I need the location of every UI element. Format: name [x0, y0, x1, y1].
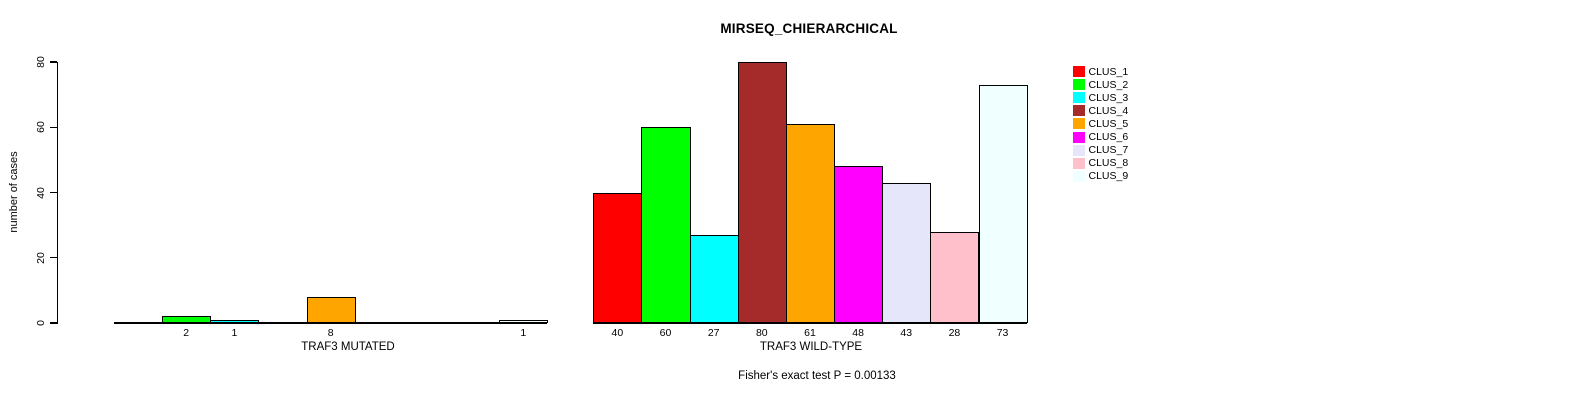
legend-swatch-clus-5	[1073, 118, 1085, 130]
bar-traf3-wild-type-clus_5	[785, 123, 836, 323]
legend-label: CLUS_2	[1088, 78, 1129, 91]
bar-traf3-wild-type-clus_2	[641, 127, 691, 323]
legend-swatch-clus-3	[1073, 92, 1085, 104]
bar-value-label: 1	[520, 327, 527, 339]
legend-label: CLUS_4	[1088, 104, 1129, 117]
legend: CLUS_1 CLUS_2 CLUS_3 CLUS_4 CLUS_5 CLUS_…	[1073, 65, 1128, 183]
legend-label: CLUS_1	[1088, 65, 1129, 78]
fisher-test-annotation: Fisher's exact test P = 0.00133	[738, 370, 896, 382]
legend-item-clus-9: CLUS_9	[1073, 170, 1128, 183]
bar-traf3-wild-type-clus_9	[978, 84, 1028, 323]
legend-label: CLUS_5	[1088, 117, 1129, 130]
legend-label: CLUS_7	[1088, 144, 1129, 157]
x-axis-line-group-2	[593, 322, 1027, 324]
bar-traf3-mutated-clus_2	[162, 316, 212, 323]
legend-item-clus-4: CLUS_4	[1073, 104, 1128, 117]
legend-item-clus-8: CLUS_8	[1073, 157, 1128, 170]
bar-value-label: 8	[327, 327, 334, 339]
bar-traf3-wild-type-clus_3	[689, 234, 739, 323]
bar-traf3-wild-type-clus_7	[882, 182, 932, 323]
y-tick-label: 0	[35, 320, 47, 326]
y-tick-label: 60	[35, 121, 47, 134]
legend-swatch-clus-7	[1073, 144, 1085, 156]
y-tick	[50, 322, 57, 324]
legend-swatch-clus-1	[1073, 66, 1085, 78]
chart-title: MIRSEQ_CHIERARCHICAL	[720, 21, 898, 36]
legend-item-clus-5: CLUS_5	[1073, 117, 1128, 130]
legend-label: CLUS_6	[1088, 131, 1129, 144]
y-tick	[50, 257, 57, 259]
bar-traf3-wild-type-clus_6	[834, 166, 884, 323]
bar-traf3-mutated-clus_3	[210, 319, 260, 323]
y-tick	[50, 126, 57, 128]
legend-item-clus-1: CLUS_1	[1073, 65, 1128, 78]
legend-swatch-clus-2	[1073, 79, 1085, 91]
legend-item-clus-2: CLUS_2	[1073, 78, 1128, 91]
bar-value-label: 61	[804, 327, 816, 339]
legend-item-clus-3: CLUS_3	[1073, 91, 1128, 104]
bar-traf3-wild-type-clus_8	[930, 231, 980, 323]
y-axis-title: number of cases	[8, 151, 20, 233]
bar-traf3-mutated-clus_9	[499, 319, 549, 323]
bar-value-label: 60	[659, 327, 672, 339]
legend-label: CLUS_3	[1088, 91, 1129, 104]
legend-label: CLUS_9	[1088, 170, 1129, 183]
y-tick	[50, 191, 57, 194]
legend-label: CLUS_8	[1088, 157, 1129, 170]
y-tick-label: 20	[35, 251, 47, 264]
bar-traf3-wild-type-clus_1	[593, 192, 643, 323]
legend-swatch-clus-9	[1073, 170, 1085, 182]
bar-traf3-mutated-clus_5	[306, 296, 356, 323]
bar-value-label: 40	[611, 327, 624, 339]
x-axis-label-traf3-mutated: TRAF3 MUTATED	[301, 341, 395, 353]
legend-swatch-clus-8	[1073, 157, 1085, 169]
x-axis-label-traf3-wild-type: TRAF3 WILD-TYPE	[759, 341, 863, 353]
bar-value-label: 1	[231, 327, 238, 339]
bar-value-label: 73	[996, 327, 1009, 339]
x-axis-line-group-1	[114, 322, 548, 324]
y-axis-line	[57, 61, 59, 324]
bar-value-label: 27	[707, 327, 720, 339]
legend-swatch-clus-4	[1073, 105, 1085, 117]
y-tick-label: 80	[35, 56, 47, 68]
legend-item-clus-7: CLUS_7	[1073, 144, 1128, 157]
bar-value-label: 43	[900, 327, 913, 339]
y-tick	[50, 61, 57, 63]
bar-value-label: 2	[183, 327, 190, 339]
y-tick-label: 40	[35, 186, 47, 199]
bar-traf3-wild-type-clus_4	[737, 62, 787, 323]
legend-item-clus-6: CLUS_6	[1073, 130, 1128, 143]
bar-value-label: 48	[852, 327, 864, 339]
legend-swatch-clus-6	[1073, 131, 1085, 143]
bar-value-label: 80	[755, 327, 768, 339]
bar-value-label: 28	[948, 327, 961, 339]
